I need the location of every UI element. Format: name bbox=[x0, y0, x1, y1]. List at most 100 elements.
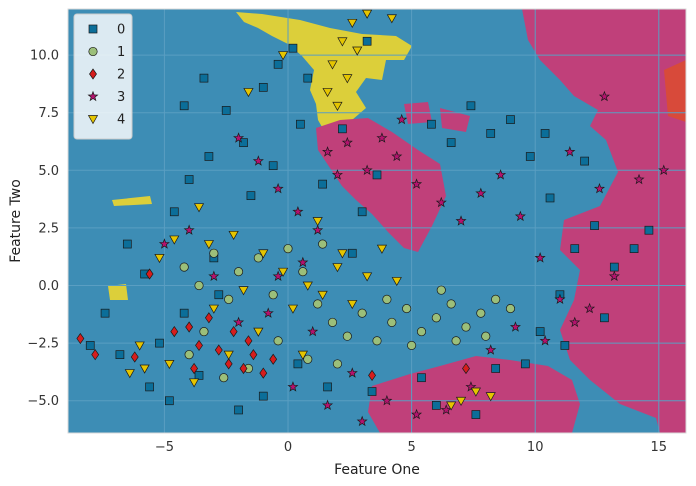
point-class-0 bbox=[199, 73, 209, 83]
point-class-1 bbox=[199, 327, 209, 337]
point-class-4 bbox=[391, 277, 402, 287]
point-class-1 bbox=[416, 327, 427, 337]
y-axis-ticks: −5.0 −2.5 0.0 2.5 5.0 7.5 10.0 bbox=[27, 49, 59, 410]
point-class-4 bbox=[302, 281, 313, 291]
point-class-4 bbox=[352, 46, 363, 56]
x-tick-label: 0 bbox=[284, 440, 292, 455]
point-class-3 bbox=[584, 302, 596, 314]
region-class-3-right bbox=[522, 9, 686, 433]
point-class-3 bbox=[233, 316, 245, 328]
point-class-3 bbox=[509, 321, 521, 332]
point-class-1 bbox=[372, 336, 382, 346]
point-class-2 bbox=[145, 268, 154, 280]
region-class-2 bbox=[664, 60, 686, 122]
point-class-1 bbox=[357, 308, 367, 318]
point-class-0 bbox=[431, 400, 441, 410]
point-class-4 bbox=[277, 267, 289, 277]
point-class-1 bbox=[451, 336, 461, 346]
point-class-0 bbox=[491, 364, 501, 373]
point-class-1 bbox=[446, 299, 456, 309]
point-class-1 bbox=[382, 294, 392, 304]
y-tick-label: −2.5 bbox=[27, 337, 59, 352]
point-class-3 bbox=[485, 344, 497, 355]
point-class-3 bbox=[341, 136, 353, 148]
point-class-2 bbox=[462, 362, 470, 375]
point-class-2 bbox=[269, 353, 278, 365]
point-class-3 bbox=[322, 146, 334, 157]
region-class-3-center bbox=[316, 118, 446, 252]
point-class-4 bbox=[164, 360, 175, 370]
legend-label: 4 bbox=[117, 113, 125, 128]
point-class-0 bbox=[303, 73, 313, 83]
y-tick-label: 7.5 bbox=[38, 106, 59, 121]
y-tick-label: 0.0 bbox=[38, 279, 59, 294]
point-class-4 bbox=[332, 263, 343, 273]
point-class-2 bbox=[130, 351, 139, 363]
y-axis-label: Feature Two bbox=[8, 179, 24, 263]
point-class-0 bbox=[179, 101, 189, 111]
point-class-0 bbox=[362, 36, 372, 46]
point-class-0 bbox=[560, 341, 570, 350]
point-class-3 bbox=[391, 150, 403, 162]
point-class-1 bbox=[327, 317, 338, 327]
point-class-0 bbox=[446, 138, 456, 148]
point-class-4 bbox=[228, 230, 239, 241]
legend-label: 0 bbox=[117, 23, 125, 38]
point-class-0 bbox=[570, 244, 580, 254]
point-class-2 bbox=[239, 362, 248, 375]
legend-marker-3 bbox=[87, 90, 99, 102]
point-class-0 bbox=[318, 179, 327, 189]
point-class-0 bbox=[347, 248, 357, 258]
point-class-1 bbox=[318, 239, 328, 249]
point-class-4 bbox=[139, 364, 150, 374]
point-class-1 bbox=[402, 304, 412, 314]
point-class-3 bbox=[593, 182, 606, 194]
point-class-0 bbox=[417, 373, 426, 383]
point-class-1 bbox=[332, 359, 342, 369]
point-class-3 bbox=[633, 173, 645, 185]
point-class-0 bbox=[471, 410, 481, 419]
point-class-3 bbox=[514, 210, 526, 222]
point-class-4 bbox=[258, 249, 269, 259]
point-class-0 bbox=[273, 59, 283, 69]
point-class-1 bbox=[224, 294, 234, 304]
point-class-4 bbox=[455, 396, 467, 406]
point-class-1 bbox=[313, 299, 323, 309]
point-class-3 bbox=[252, 155, 264, 166]
point-class-3 bbox=[539, 335, 551, 346]
x-axis-ticks: −5 0 5 10 15 bbox=[155, 440, 667, 455]
point-class-0 bbox=[644, 225, 654, 235]
point-class-3 bbox=[381, 394, 393, 406]
point-class-4 bbox=[446, 401, 457, 411]
point-class-0 bbox=[204, 152, 214, 161]
point-class-1 bbox=[298, 267, 308, 277]
point-class-4 bbox=[485, 392, 496, 402]
point-class-4 bbox=[342, 74, 353, 84]
point-class-0 bbox=[338, 124, 347, 134]
point-class-1 bbox=[234, 267, 244, 277]
point-class-4 bbox=[287, 304, 299, 314]
point-class-0 bbox=[100, 308, 110, 318]
point-class-0 bbox=[323, 382, 332, 392]
point-class-3 bbox=[312, 224, 324, 235]
point-class-0 bbox=[122, 239, 132, 249]
point-class-3 bbox=[208, 270, 220, 282]
point-class-3 bbox=[396, 113, 408, 125]
legend-marker-1 bbox=[88, 46, 98, 57]
point-class-4 bbox=[337, 37, 348, 47]
x-tick-label: 5 bbox=[407, 440, 415, 455]
point-class-0 bbox=[600, 313, 609, 323]
point-class-4 bbox=[376, 244, 388, 254]
point-class-0 bbox=[540, 129, 550, 138]
region-class-3-patch2 bbox=[440, 108, 470, 132]
region-class-4-left2 bbox=[112, 196, 152, 206]
point-class-1 bbox=[342, 331, 352, 341]
point-class-1 bbox=[209, 248, 219, 258]
point-class-3 bbox=[465, 381, 477, 392]
point-class-0 bbox=[357, 207, 367, 217]
point-class-3 bbox=[440, 404, 452, 415]
point-class-3 bbox=[287, 381, 299, 392]
point-class-1 bbox=[407, 340, 417, 350]
point-class-2 bbox=[214, 344, 223, 356]
